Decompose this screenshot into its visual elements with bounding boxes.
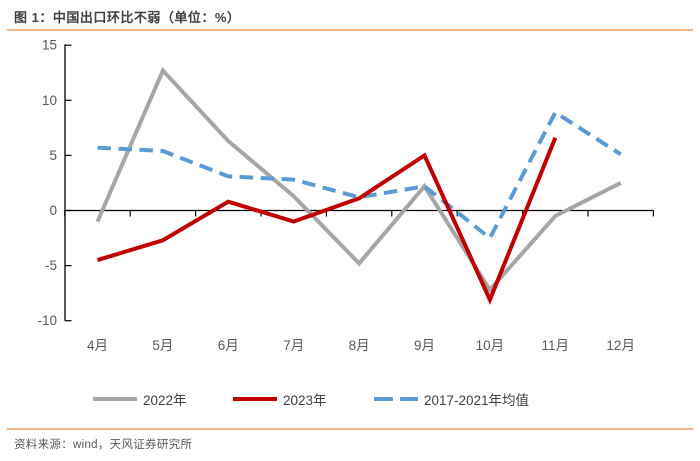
legend-item-2022: 2022年 xyxy=(93,388,187,410)
line-chart: 15 10 5 0 -5 -10 4月 5月 6月 7月 8月 9月 10月 11月 12月 xyxy=(37,38,655,353)
y-tick-label: -5 xyxy=(45,258,57,273)
legend-label: 2022年 xyxy=(143,393,187,408)
source-note: 资料来源：wind，天风证券研究所 xyxy=(14,439,193,451)
legend-label: 2023年 xyxy=(283,393,327,408)
legend-line-sample-red xyxy=(233,397,277,401)
x-tick-label: 6月 xyxy=(218,338,239,353)
y-tick-label: 0 xyxy=(49,203,57,218)
x-tick-label: 4月 xyxy=(87,338,108,353)
x-tick-label: 7月 xyxy=(283,338,304,353)
top-divider xyxy=(7,29,693,31)
x-tick-label: 12月 xyxy=(606,338,635,353)
y-tick-label: 5 xyxy=(49,148,57,163)
y-tick-label: -10 xyxy=(37,313,57,328)
chart-legend: 2022年 2023年 2017-2021年均值 xyxy=(0,388,700,410)
x-tick-label: 5月 xyxy=(152,338,173,353)
legend-label: 2017-2021年均值 xyxy=(424,393,530,408)
y-tick-label: 15 xyxy=(42,38,57,53)
bottom-divider xyxy=(7,428,693,430)
x-tick-label: 8月 xyxy=(349,338,370,353)
x-tick-label: 11月 xyxy=(542,338,570,353)
chart-title: 图 1：中国出口环比不弱（单位：%） xyxy=(14,10,241,25)
chart-area: 15 10 5 0 -5 -10 4月 5月 6月 7月 8月 9月 10月 11月 12月 xyxy=(37,38,655,353)
x-tick-label: 9月 xyxy=(414,338,435,353)
legend-line-sample-gray xyxy=(93,397,137,401)
series-line-mean-2017-2021 xyxy=(97,109,622,242)
legend-line-sample-blue-dashed xyxy=(374,397,418,401)
legend-item-mean-2017-2021: 2017-2021年均值 xyxy=(374,388,529,410)
series-line-2022 xyxy=(95,66,622,294)
x-tick-label: 10月 xyxy=(476,338,505,353)
series-line-2023 xyxy=(96,137,558,305)
y-tick-label: 10 xyxy=(42,93,57,108)
legend-item-2023: 2023年 xyxy=(233,388,327,410)
